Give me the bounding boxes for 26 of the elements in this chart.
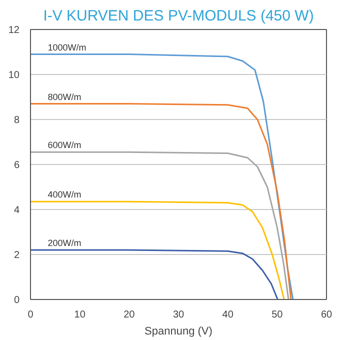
y-tick-label: 6: [14, 160, 20, 171]
series-label: 600W/m: [48, 140, 82, 150]
x-axis-title: Spannung (V): [144, 326, 212, 338]
y-tick-label: 2: [14, 250, 20, 261]
line-series: [30, 249, 278, 300]
line-series: [30, 200, 285, 300]
y-tick-label: 4: [14, 205, 20, 216]
x-tick-label: 10: [74, 310, 86, 320]
y-tick-label: 10: [8, 70, 20, 81]
series-label: 800W/m: [48, 92, 82, 102]
line-series: [30, 151, 290, 300]
x-tick-label: 60: [320, 310, 332, 320]
x-tick-label: 20: [124, 310, 136, 320]
series-label: 400W/m: [48, 190, 82, 200]
x-tick-label: 30: [172, 310, 184, 320]
x-tick-label: 40: [222, 310, 234, 320]
line-series: [30, 54, 294, 300]
series-label: 1000W/m: [48, 42, 86, 52]
series-label: 200W/m: [48, 238, 82, 248]
y-tick-label: 8: [14, 115, 20, 126]
chart-title: I-V KURVEN DES PV-MODULS (450 W): [43, 8, 314, 24]
line-series: [30, 103, 292, 300]
y-tick-label: 0: [14, 295, 20, 306]
x-tick-label: 50: [272, 310, 284, 320]
x-tick-label: 0: [28, 310, 34, 320]
y-tick-label: 12: [8, 25, 20, 36]
